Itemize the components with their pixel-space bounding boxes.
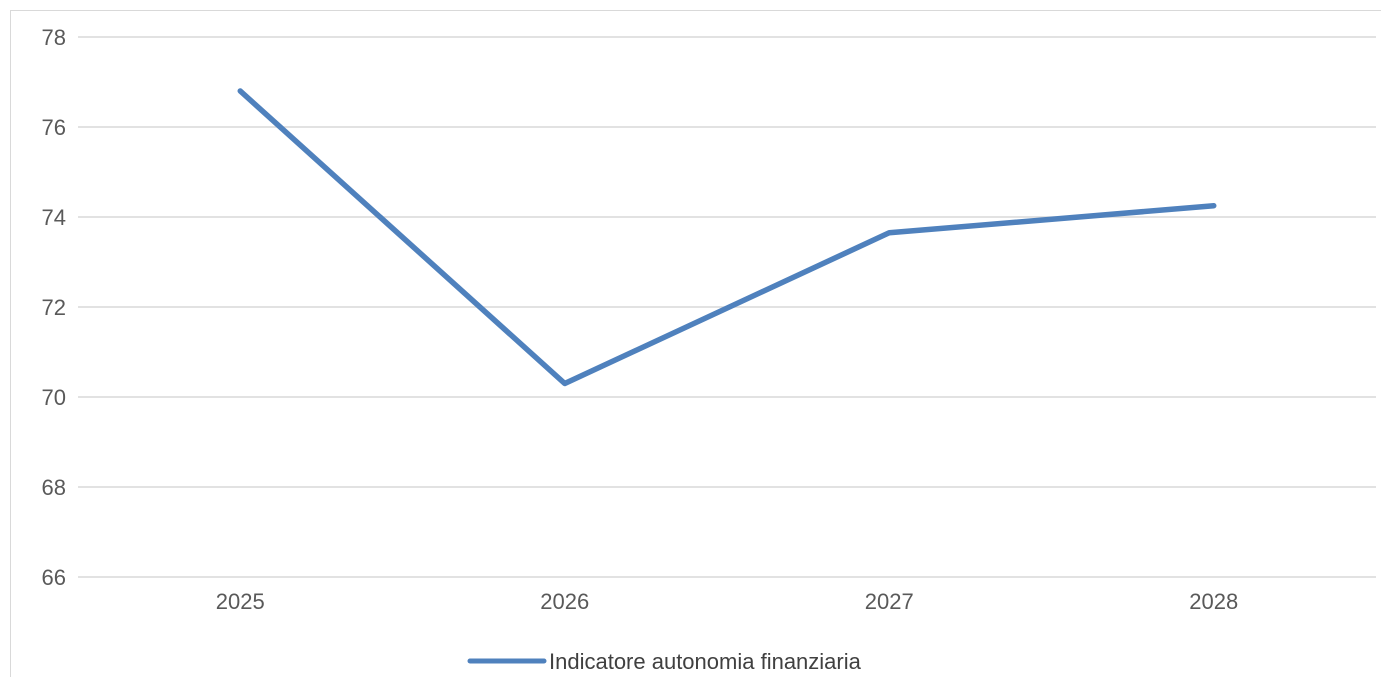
- y-tick-label-78: 78: [42, 25, 66, 50]
- y-tick-label-70: 70: [42, 385, 66, 410]
- legend-label: Indicatore autonomia finanziaria: [549, 649, 862, 674]
- series-lines: [237, 88, 1217, 387]
- chart-frame: [10, 10, 1381, 677]
- y-tick-label-68: 68: [42, 475, 66, 500]
- y-tick-label-74: 74: [42, 205, 66, 230]
- y-tick-label-72: 72: [42, 295, 66, 320]
- y-tick-label-76: 76: [42, 115, 66, 140]
- x-tick-label-2026: 2026: [540, 589, 589, 614]
- x-tick-label-2028: 2028: [1189, 589, 1238, 614]
- series-line-0: [237, 88, 1217, 387]
- y-tick-label-66: 66: [42, 565, 66, 590]
- x-tick-label-2025: 2025: [216, 589, 265, 614]
- x-tick-label-2027: 2027: [865, 589, 914, 614]
- legend: Indicatore autonomia finanziaria: [467, 649, 862, 674]
- y-axis-tick-labels: 66 68 70 72 74 76 78: [42, 25, 66, 590]
- x-axis-tick-labels: 2025 2026 2027 2028: [216, 589, 1238, 614]
